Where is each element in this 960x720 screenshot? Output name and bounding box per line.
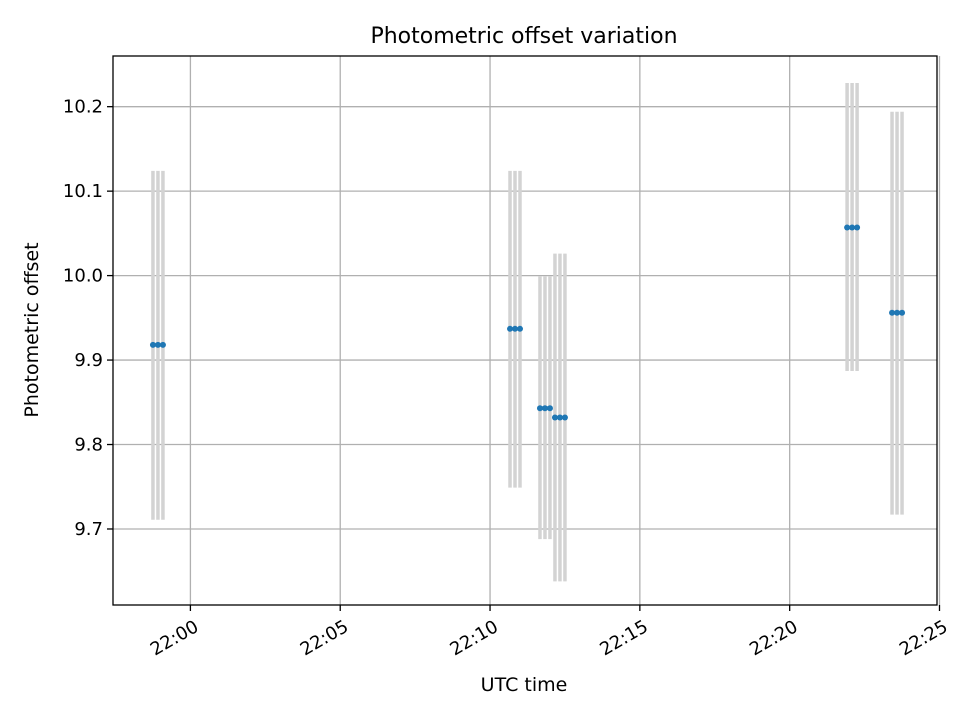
y-tick-label: 9.9 xyxy=(74,350,103,371)
data-point xyxy=(899,309,906,316)
y-tick-label: 10.2 xyxy=(63,97,103,118)
data-point xyxy=(854,224,861,231)
y-tick-label: 9.8 xyxy=(74,435,103,456)
data-point xyxy=(507,325,514,332)
data-point xyxy=(541,405,548,412)
data-point xyxy=(512,325,519,332)
y-axis-label: Photometric offset xyxy=(21,242,43,417)
data-point xyxy=(889,309,896,316)
x-tick-label: 22:05 xyxy=(297,616,352,660)
data-point xyxy=(844,224,851,231)
x-tick-label: 22:25 xyxy=(896,616,951,660)
x-tick-label: 22:10 xyxy=(447,616,502,660)
x-tick-label: 22:00 xyxy=(147,616,202,660)
data-points xyxy=(149,224,906,421)
y-tick-label: 9.7 xyxy=(74,519,103,540)
y-tick-label: 10.1 xyxy=(63,181,103,202)
data-point xyxy=(154,341,161,348)
plot-frame xyxy=(112,55,938,606)
data-point xyxy=(546,405,553,412)
grid-lines xyxy=(113,56,941,605)
y-tick-label: 10.0 xyxy=(63,266,103,287)
data-point xyxy=(894,309,901,316)
data-point xyxy=(849,224,856,231)
data-point xyxy=(556,414,563,421)
chart-title: Photometric offset variation xyxy=(370,24,677,49)
x-tick-label: 22:20 xyxy=(746,616,801,660)
axis-ticks: 22:00 22:05 22:10 22:15 22:20 22:25 9.7 9.8 9.9 1… xyxy=(63,97,951,661)
x-axis-label: UTC time xyxy=(481,674,568,696)
data-point xyxy=(149,341,156,348)
data-point xyxy=(536,405,543,412)
data-point xyxy=(159,341,166,348)
x-tick-label: 22:15 xyxy=(596,616,651,660)
data-point xyxy=(561,414,568,421)
data-point xyxy=(551,414,558,421)
data-point xyxy=(517,325,524,332)
